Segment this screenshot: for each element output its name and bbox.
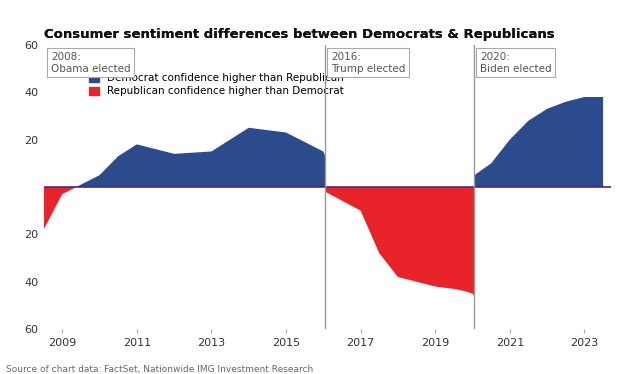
Text: Consumer sentiment differences between Democrats & Republicans: Consumer sentiment differences between D… <box>44 28 554 41</box>
Text: 2020:
Biden elected: 2020: Biden elected <box>480 52 551 74</box>
Text: Source of chart data: FactSet, Nationwide IMG Investment Research: Source of chart data: FactSet, Nationwid… <box>6 365 313 374</box>
Text: 2016:
Trump elected: 2016: Trump elected <box>331 52 405 74</box>
Legend: Democrat confidence higher than Republican, Republican confidence higher than De: Democrat confidence higher than Republic… <box>88 73 344 96</box>
Text: 2008:
Obama elected: 2008: Obama elected <box>51 52 131 74</box>
Text: Consumer sentiment differences between Democrats & Republicans 2008-2023: Consumer sentiment differences between D… <box>44 28 577 41</box>
Text: Consumer sentiment differences between Democrats & Republicans: Consumer sentiment differences between D… <box>44 28 554 41</box>
